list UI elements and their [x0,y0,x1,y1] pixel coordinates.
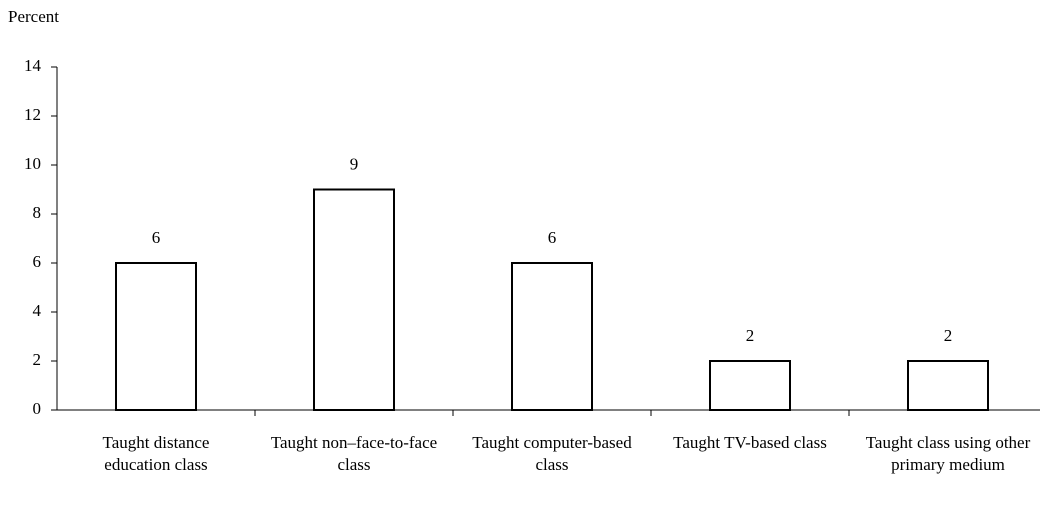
y-tick-label: 0 [33,399,42,418]
x-tick-label: Taught TV-based class [673,433,827,452]
bar [907,360,989,411]
bar [115,262,197,411]
y-tick-label: 6 [33,252,42,271]
bar [313,188,395,411]
x-tick-label: Taught non–face-to-face class [270,433,438,474]
bar [709,360,791,411]
y-tick-label: 12 [24,105,41,124]
y-tick-label: 10 [24,154,41,173]
data-label: 2 [746,326,755,345]
data-label: 2 [944,326,953,345]
y-tick-label: 2 [33,350,42,369]
data-label: 9 [350,154,359,173]
data-label: 6 [548,228,557,247]
y-axis-label: Percent [8,7,59,26]
y-tick-label: 8 [33,203,42,222]
x-tick-label: Taught class using other primary medium [865,433,1031,474]
y-tick-label: 4 [33,301,42,320]
data-label: 6 [152,228,161,247]
x-tick-label: Taught computer-based class [472,433,632,474]
x-tick-label: Taught distance education class [102,433,210,474]
y-tick-label: 14 [24,56,42,75]
bar [511,262,593,411]
